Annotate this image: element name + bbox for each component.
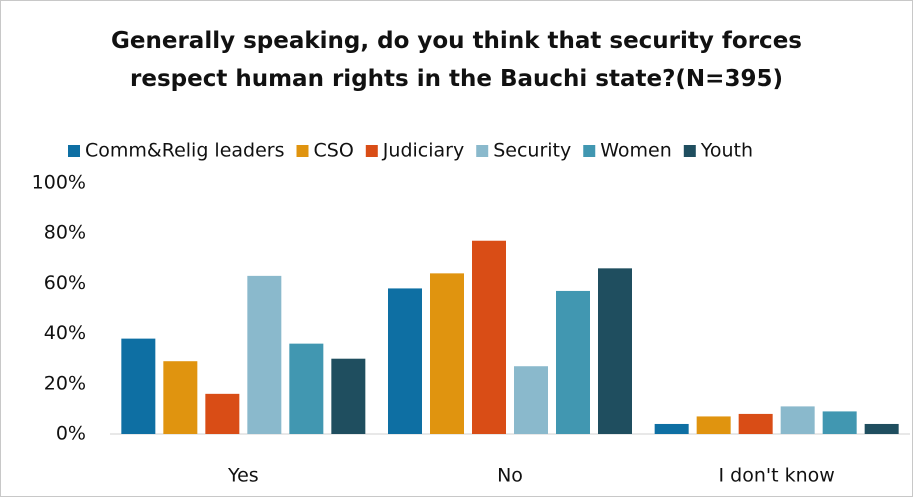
bar bbox=[430, 273, 464, 434]
chart-title: Generally speaking, do you think that se… bbox=[111, 28, 802, 92]
legend-label: Judiciary bbox=[382, 140, 464, 162]
x-tick-label: No bbox=[497, 465, 523, 487]
bar bbox=[472, 240, 506, 434]
bar bbox=[556, 290, 590, 434]
y-tick-label: 100% bbox=[32, 172, 86, 194]
y-tick-label: 20% bbox=[44, 372, 86, 394]
bar bbox=[864, 423, 899, 434]
bar bbox=[696, 416, 731, 434]
legend-label: Comm&Relig leaders bbox=[85, 140, 285, 162]
y-tick-label: 0% bbox=[56, 423, 86, 445]
bar bbox=[654, 423, 689, 434]
bar bbox=[514, 366, 548, 434]
bar bbox=[247, 275, 282, 434]
legend-swatch bbox=[683, 145, 696, 157]
legend-label: Youth bbox=[700, 140, 753, 162]
legend-swatch bbox=[583, 145, 596, 157]
legend-label: CSO bbox=[314, 140, 354, 162]
bar bbox=[822, 411, 857, 434]
y-tick-label: 80% bbox=[44, 222, 86, 244]
x-tick-label: I don't know bbox=[719, 465, 835, 487]
bar bbox=[121, 338, 156, 434]
x-tick-label: Yes bbox=[227, 465, 259, 487]
bar bbox=[163, 361, 198, 434]
legend-swatch bbox=[68, 145, 80, 157]
bar bbox=[331, 358, 366, 434]
y-tick-label: 60% bbox=[44, 272, 86, 294]
legend-swatch bbox=[296, 145, 309, 157]
bar bbox=[780, 406, 815, 434]
legend-label: Women bbox=[600, 140, 672, 162]
legend-label: Security bbox=[493, 140, 571, 162]
bar bbox=[289, 343, 324, 434]
bar bbox=[205, 393, 240, 434]
bar bbox=[598, 268, 632, 434]
legend-swatch bbox=[476, 145, 489, 157]
bar bbox=[738, 413, 773, 434]
y-tick-label: 40% bbox=[44, 322, 86, 344]
bar bbox=[388, 288, 422, 434]
legend-swatch bbox=[365, 145, 378, 157]
